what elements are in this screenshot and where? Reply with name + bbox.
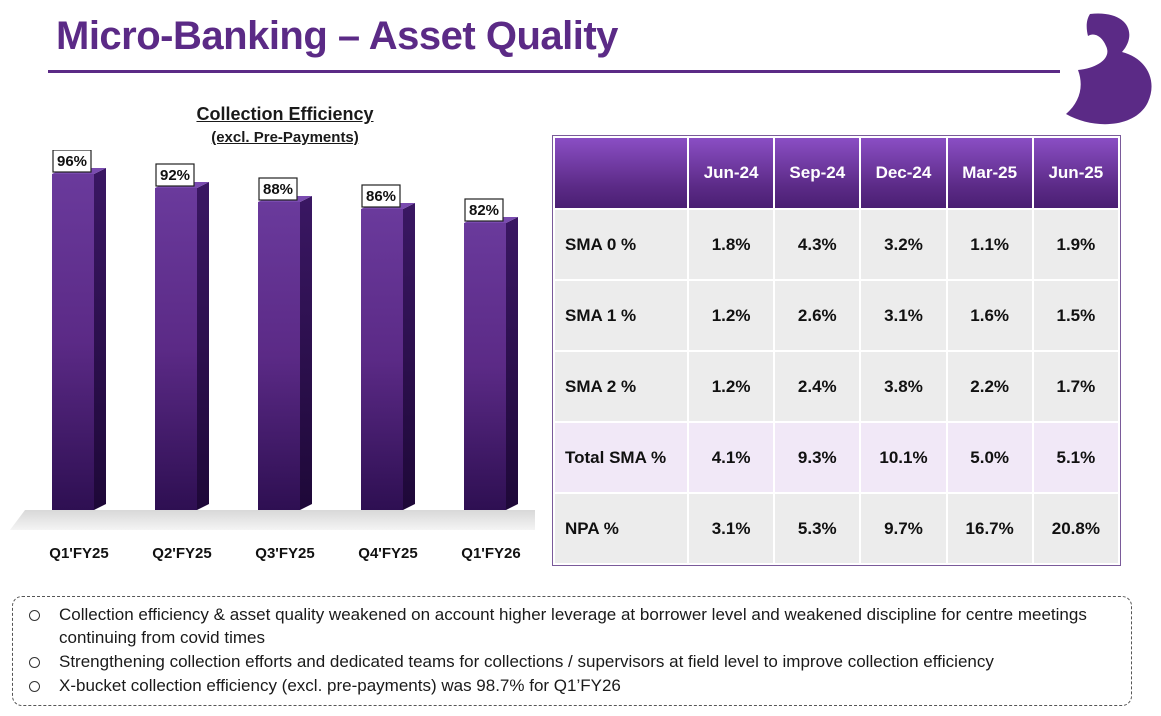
bar-side	[94, 168, 106, 510]
note-text: Strengthening collection efforts and ded…	[59, 652, 994, 671]
table-cell: 9.3%	[773, 421, 862, 494]
x-tick-label: Q1'FY25	[49, 545, 108, 562]
table-cell: 5.0%	[945, 421, 1034, 494]
table-cell: 20.8%	[1031, 492, 1121, 565]
table-cell: 1.2%	[686, 350, 776, 423]
row-label: SMA 1 %	[553, 279, 689, 352]
table-cell: 5.3%	[773, 492, 862, 565]
bank-logo	[1066, 13, 1152, 125]
chart-title: Collection Efficiency	[196, 104, 374, 124]
data-label-box	[464, 198, 504, 222]
table-cell: 4.1%	[686, 421, 776, 494]
table-cell: 1.7%	[1031, 350, 1121, 423]
table-row: SMA 0 % 1.8% 4.3% 3.2% 1.1% 1.9%	[553, 208, 1121, 281]
table-header-row: Jun-24 Sep-24 Dec-24 Mar-25 Jun-25	[553, 136, 1121, 210]
row-label: SMA 0 %	[553, 208, 689, 281]
table-cell: 1.9%	[1031, 208, 1121, 281]
note-text: Collection efficiency & asset quality we…	[59, 605, 1087, 647]
bar	[258, 202, 300, 510]
bar	[361, 209, 403, 510]
table-corner-cell	[553, 136, 689, 210]
table-cell: 1.2%	[686, 279, 776, 352]
column-header: Sep-24	[773, 136, 862, 210]
bar-side	[506, 217, 518, 510]
column-header: Dec-24	[859, 136, 948, 210]
note-item: X-bucket collection efficiency (excl. pr…	[25, 674, 1117, 697]
bar	[155, 188, 197, 510]
table-cell: 3.8%	[859, 350, 948, 423]
page-title: Micro-Banking – Asset Quality	[56, 14, 618, 58]
chart-floor	[10, 510, 535, 530]
bar	[464, 223, 506, 510]
table-row: SMA 2 % 1.2% 2.4% 3.8% 2.2% 1.7%	[553, 350, 1121, 423]
column-header: Mar-25	[945, 136, 1034, 210]
table-cell: 3.2%	[859, 208, 948, 281]
table-cell: 3.1%	[859, 279, 948, 352]
note-item: Collection efficiency & asset quality we…	[25, 603, 1117, 649]
bar-side	[197, 182, 209, 510]
chart-subtitle: (excl. Pre-Payments)	[211, 129, 359, 146]
x-tick-label: Q3'FY25	[255, 545, 314, 562]
table-cell: 2.6%	[773, 279, 862, 352]
data-label: 92%	[160, 167, 190, 184]
table-cell: 2.2%	[945, 350, 1034, 423]
table-row: SMA 1 % 1.2% 2.6% 3.1% 1.6% 1.5%	[553, 279, 1121, 352]
title-divider	[48, 70, 1060, 73]
bar-side	[403, 203, 415, 510]
table-cell: 1.8%	[686, 208, 776, 281]
column-header: Jun-25	[1031, 136, 1121, 210]
bar	[52, 174, 94, 510]
note-text: X-bucket collection efficiency (excl. pr…	[59, 676, 621, 695]
column-header: Jun-24	[686, 136, 776, 210]
data-label-box	[258, 177, 298, 201]
table-cell: 9.7%	[859, 492, 948, 565]
data-label-box	[52, 150, 92, 173]
data-label: 86%	[366, 188, 396, 205]
row-label: Total SMA %	[553, 421, 689, 494]
data-label: 88%	[263, 181, 293, 198]
note-item: Strengthening collection efforts and ded…	[25, 650, 1117, 673]
circle-bullet-icon	[29, 610, 40, 621]
data-label-box	[361, 184, 401, 208]
table-cell: 1.6%	[945, 279, 1034, 352]
x-tick-label: Q1'FY26	[461, 545, 520, 562]
data-label: 96%	[57, 153, 87, 170]
data-label: 82%	[469, 202, 499, 219]
x-tick-label: Q2'FY25	[152, 545, 211, 562]
table-cell: 16.7%	[945, 492, 1034, 565]
table-cell: 2.4%	[773, 350, 862, 423]
table-row-total-sma: Total SMA % 4.1% 9.3% 10.1% 5.0% 5.1%	[553, 421, 1121, 494]
data-label-box	[155, 163, 195, 187]
circle-bullet-icon	[29, 681, 40, 692]
asset-quality-table: Jun-24 Sep-24 Dec-24 Mar-25 Jun-25 SMA 0…	[553, 136, 1121, 565]
collection-efficiency-chart: 96% Q1'FY25 92% Q2'FY25 88% Q3'FY25 86% Q4'FY25…	[10, 150, 535, 562]
x-tick-label: Q4'FY25	[358, 545, 417, 562]
table-cell: 3.1%	[686, 492, 776, 565]
table-cell: 1.5%	[1031, 279, 1121, 352]
row-label: SMA 2 %	[553, 350, 689, 423]
bar-side	[300, 196, 312, 510]
row-label: NPA %	[553, 492, 689, 565]
table-cell: 1.1%	[945, 208, 1034, 281]
table-cell: 10.1%	[859, 421, 948, 494]
table-cell: 5.1%	[1031, 421, 1121, 494]
circle-bullet-icon	[29, 657, 40, 668]
notes-list: Collection efficiency & asset quality we…	[13, 597, 1131, 697]
table-row: NPA % 3.1% 5.3% 9.7% 16.7% 20.8%	[553, 492, 1121, 565]
table-cell: 4.3%	[773, 208, 862, 281]
notes-box: Collection efficiency & asset quality we…	[12, 596, 1132, 706]
